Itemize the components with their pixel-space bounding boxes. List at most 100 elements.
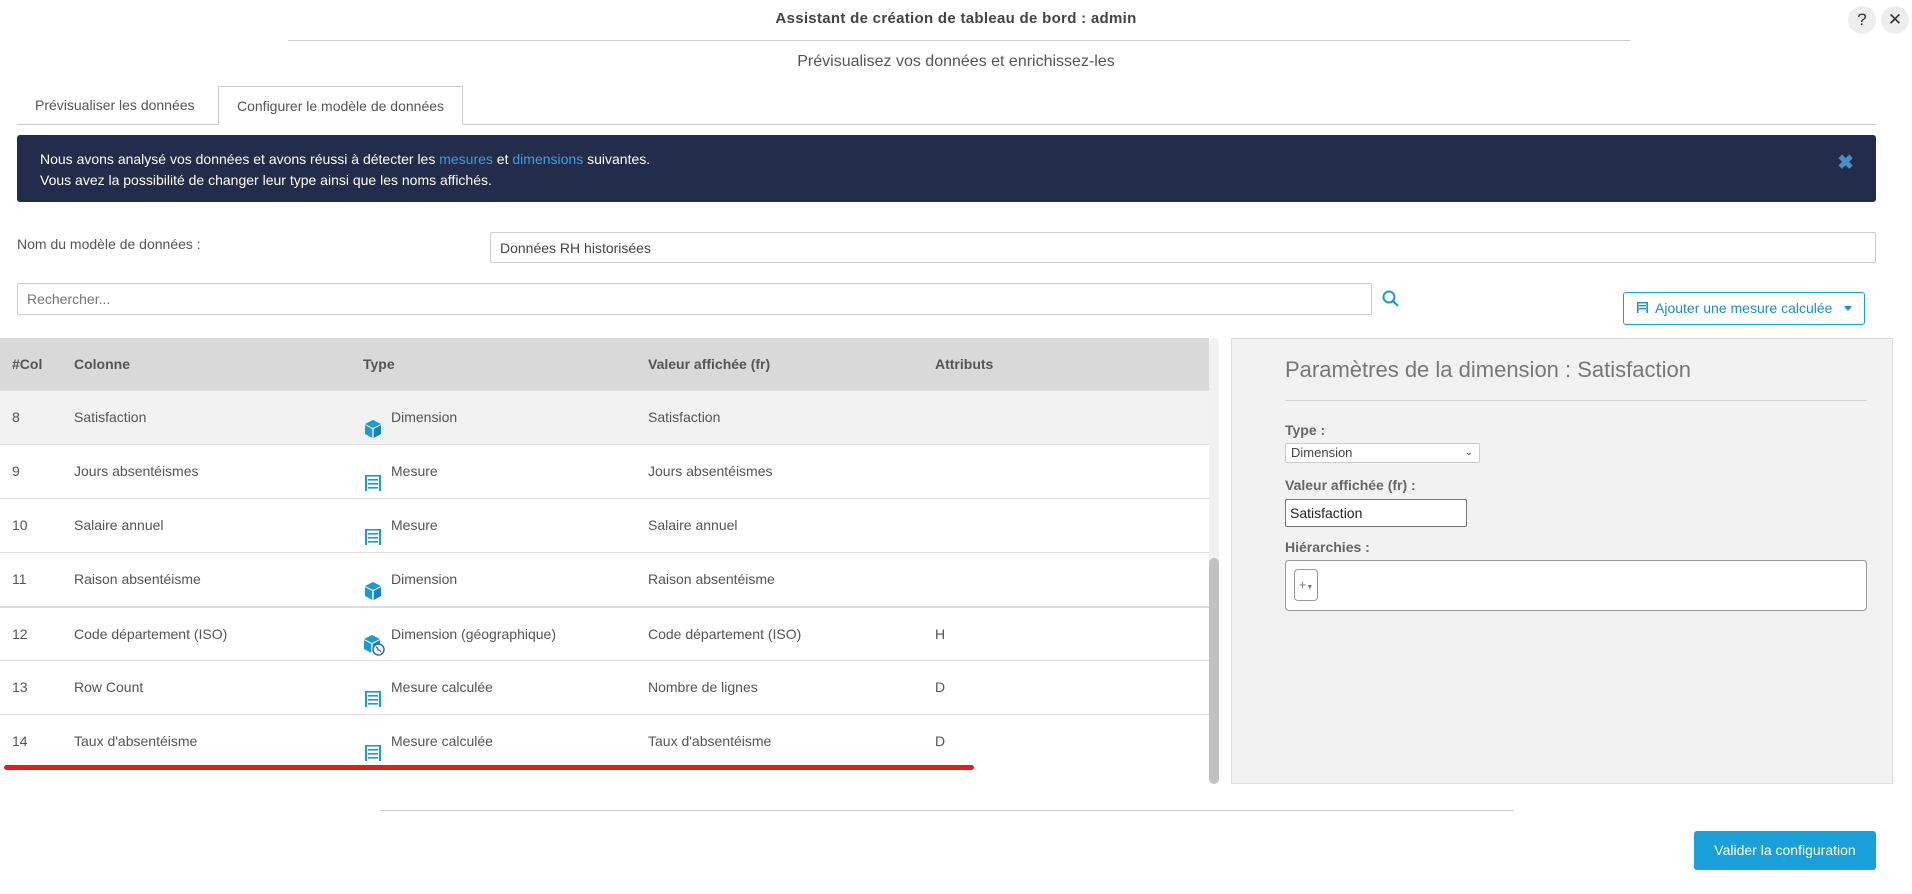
column-type: Mesure — [363, 499, 438, 551]
banner-text: et — [492, 151, 513, 167]
panel-divider — [1285, 400, 1867, 401]
column-type: Mesure calculée — [363, 661, 493, 713]
table-row[interactable]: 10 Salaire annuel Mesure Salaire annuel — [0, 498, 1209, 552]
column-type: Dimension — [363, 553, 457, 605]
display-value-label: Valeur affichée (fr) : — [1285, 477, 1416, 493]
help-button[interactable]: ? — [1848, 6, 1876, 34]
cube-icon — [363, 570, 383, 601]
abacus-icon — [363, 678, 383, 708]
abacus-icon — [363, 732, 383, 762]
window-title: Assistant de création de tableau de bord… — [775, 10, 1137, 27]
col-number: 8 — [12, 409, 20, 425]
highlight-underline — [4, 765, 974, 770]
plus-icon: + — [1298, 577, 1307, 592]
close-button[interactable]: ✕ — [1881, 6, 1909, 34]
display-value: Taux d'absentéisme — [648, 733, 772, 749]
type-label: Mesure — [391, 463, 438, 479]
col-number: 12 — [12, 626, 28, 642]
type-label: Mesure calculée — [391, 733, 493, 749]
display-value: Satisfaction — [648, 409, 721, 425]
display-value: Nombre de lignes — [648, 679, 758, 695]
col-number: 14 — [12, 733, 28, 749]
column-name: Code département (ISO) — [74, 626, 228, 642]
type-label: Dimension (géographique) — [391, 626, 556, 642]
subtitle: Prévisualisez vos données et enrichissez… — [797, 53, 1115, 70]
info-banner: Nous avons analysé vos données et avons … — [17, 135, 1876, 202]
table-row[interactable]: 13 Row Count Mesure calculée Nombre de lign… — [0, 660, 1209, 714]
scrollbar-thumb[interactable] — [1209, 558, 1219, 784]
display-value: Code département (ISO) — [648, 626, 802, 642]
column-name: Taux d'absentéisme — [74, 733, 198, 749]
column-name: Raison absentéisme — [74, 571, 201, 587]
attributes: D — [935, 679, 946, 695]
footer-divider — [380, 810, 1514, 811]
add-hierarchy-button[interactable]: +▼ — [1294, 569, 1318, 601]
header-type: Type — [363, 356, 395, 372]
table-row[interactable]: 11 Raison absentéisme Dimension Raison abse… — [0, 552, 1209, 606]
abacus-icon — [1637, 302, 1648, 313]
hierarchies-label: Hiérarchies : — [1285, 539, 1370, 555]
type-label: Dimension — [391, 571, 458, 587]
model-name-label: Nom du modèle de données : — [17, 236, 201, 252]
type-select[interactable]: Dimension ⌄ — [1285, 443, 1480, 463]
dimension-settings-panel: Paramètres de la dimension : Satisfactio… — [1231, 338, 1893, 784]
display-value: Jours absentéismes — [648, 463, 773, 479]
caret-down-icon — [1844, 306, 1853, 311]
table-row[interactable]: 12 Code département (ISO) Dimension (géogr… — [0, 606, 1209, 660]
cube-icon — [363, 408, 383, 439]
table-row[interactable]: 8 Satisfaction Dimension Satisfaction — [0, 390, 1209, 444]
table-row[interactable]: 9 Jours absentéismes Mesure Jours absentéis… — [0, 444, 1209, 498]
type-label: Mesure calculée — [391, 679, 493, 695]
validate-configuration-button[interactable]: Valider la configuration — [1694, 831, 1876, 870]
abacus-icon — [363, 516, 383, 546]
caret-down-icon: ▼ — [1306, 584, 1314, 591]
cube-globe-icon — [363, 625, 385, 657]
column-name: Jours absentéismes — [74, 463, 199, 479]
attributes: H — [935, 626, 946, 642]
header-col: #Col — [12, 356, 43, 372]
tab-preview-data[interactable]: Prévisualiser les données — [35, 97, 195, 113]
col-number: 10 — [12, 517, 28, 533]
banner-text: Nous avons analysé vos données et avons … — [40, 151, 440, 167]
column-type: Dimension (géographique) — [363, 608, 556, 660]
add-calculated-measure-button[interactable]: Ajouter une mesure calculée — [1623, 292, 1865, 325]
table-header: #Col Colonne Type Valeur affichée (fr) A… — [0, 338, 1209, 390]
banner-text: Vous avez la possibilité de changer leur… — [40, 172, 492, 188]
mesures-link[interactable]: mesures — [439, 151, 493, 167]
columns-table: #Col Colonne Type Valeur affichée (fr) A… — [0, 338, 1209, 768]
header-display-value: Valeur affichée (fr) — [648, 356, 771, 372]
display-value: Salaire annuel — [648, 517, 738, 533]
header-attributes: Attributs — [935, 356, 994, 372]
col-number: 9 — [12, 463, 20, 479]
panel-title: Paramètres de la dimension : Satisfactio… — [1285, 357, 1691, 382]
close-banner-icon[interactable]: ✖ — [1837, 152, 1854, 174]
display-value-input[interactable] — [1285, 499, 1467, 527]
type-select-value: Dimension — [1291, 445, 1353, 460]
column-name: Salaire annuel — [74, 517, 164, 533]
column-type: Mesure calculée — [363, 715, 493, 767]
abacus-icon — [363, 462, 383, 492]
divider — [288, 40, 1630, 41]
tabs-baseline — [17, 124, 1876, 125]
column-type: Mesure — [363, 445, 438, 497]
header-column: Colonne — [74, 356, 130, 372]
model-name-input[interactable] — [490, 232, 1876, 263]
column-name: Row Count — [74, 679, 144, 695]
col-number: 11 — [12, 571, 27, 587]
search-icon[interactable] — [1381, 289, 1401, 309]
column-name: Satisfaction — [74, 409, 147, 425]
table-row[interactable]: 14 Taux d'absentéisme Mesure calculée Taux … — [0, 714, 1209, 768]
banner-text: suivantes. — [583, 151, 651, 167]
col-number: 13 — [12, 679, 28, 695]
chevron-down-icon: ⌄ — [1464, 447, 1473, 458]
display-value: Raison absentéisme — [648, 571, 775, 587]
hierarchies-box: +▼ — [1285, 560, 1867, 611]
type-label: Mesure — [391, 517, 438, 533]
dimensions-link[interactable]: dimensions — [512, 151, 584, 167]
tab-configure-model[interactable]: Configurer le modèle de données — [218, 86, 464, 125]
type-label: Type : — [1285, 422, 1326, 438]
add-calculated-measure-label: Ajouter une mesure calculée — [1655, 300, 1833, 316]
type-label: Dimension — [391, 409, 458, 425]
column-type: Dimension — [363, 391, 457, 443]
search-input[interactable] — [17, 283, 1372, 315]
